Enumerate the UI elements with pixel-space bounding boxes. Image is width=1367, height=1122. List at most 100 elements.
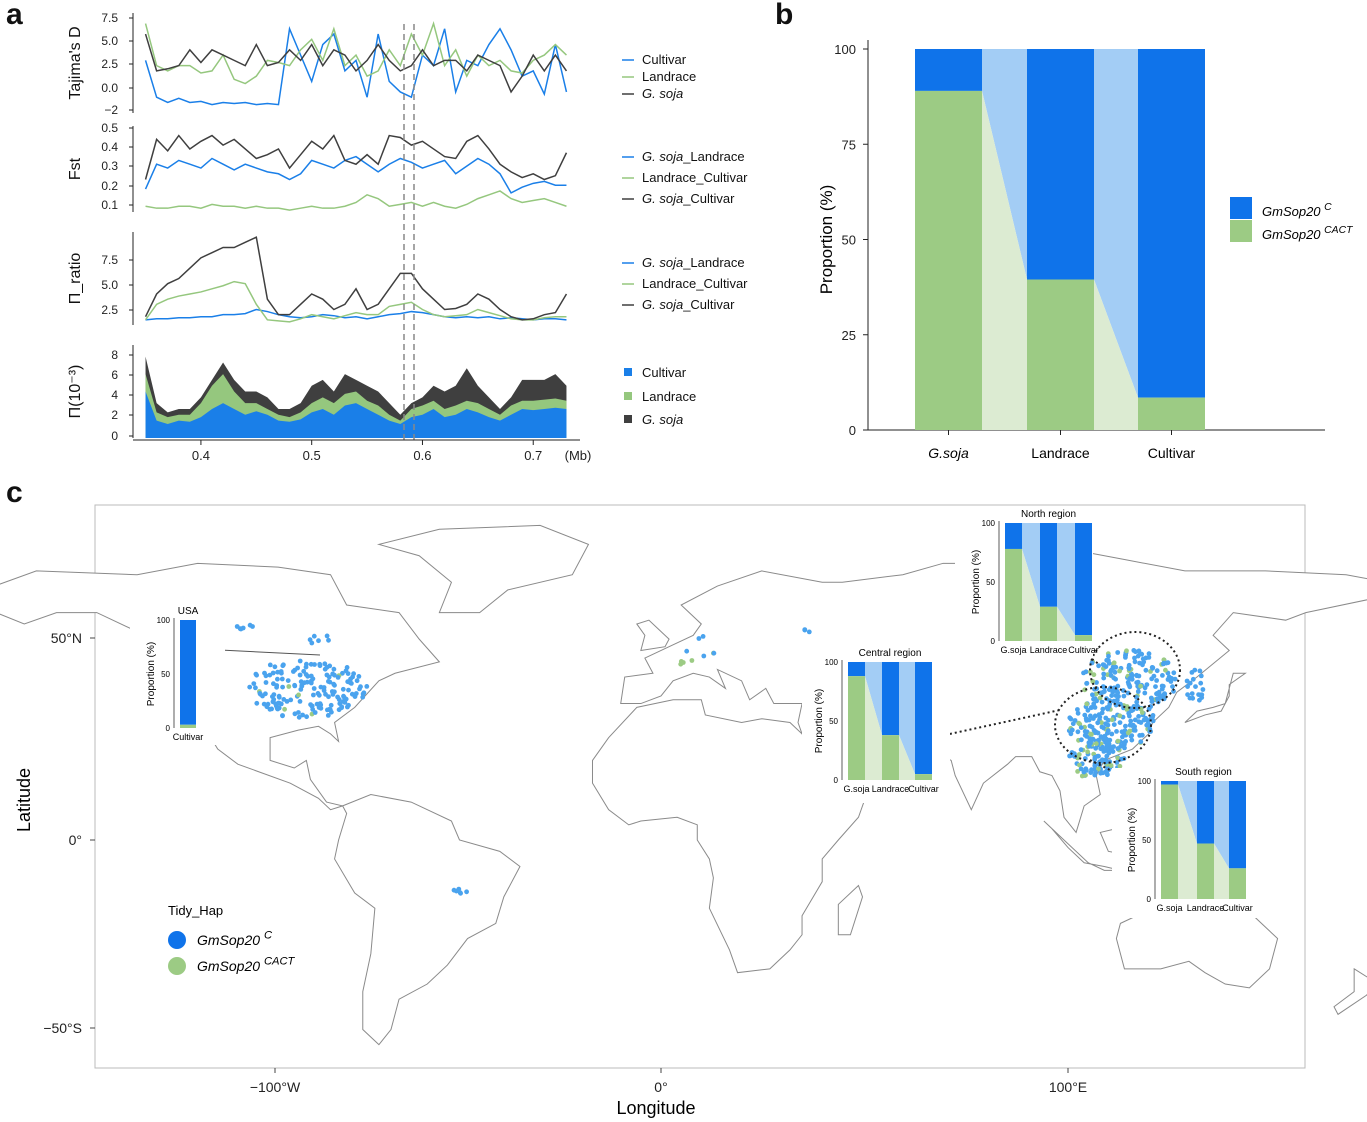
- legend-label: G. soja_Cultivar: [642, 297, 735, 312]
- x-tick-label: 100°E: [1049, 1079, 1087, 1095]
- sample-point-C: [285, 678, 291, 683]
- sample-point-CACT: [1089, 732, 1094, 737]
- sample-point-C: [1088, 713, 1093, 719]
- sample-point-C: [1078, 725, 1084, 730]
- sample-point-C: [1192, 667, 1198, 673]
- sample-point-C: [1111, 722, 1117, 727]
- inset-x-label: Landrace: [872, 784, 910, 794]
- sample-point-CACT: [689, 658, 695, 663]
- inset-y-label: Proportion (%): [1127, 808, 1138, 872]
- sample-point-C: [1114, 729, 1119, 734]
- sample-point-C: [275, 669, 280, 675]
- sample-point-C: [1170, 684, 1175, 689]
- sample-point-C: [322, 661, 328, 667]
- sample-point-C: [276, 694, 282, 700]
- y-tick-label: 5.0: [101, 34, 118, 48]
- sample-point-C: [308, 673, 314, 679]
- y-tick-label: 4: [111, 388, 118, 402]
- sample-point-C: [1196, 692, 1201, 697]
- inset-y-tick-label: 50: [986, 578, 995, 587]
- sample-point-C: [1129, 733, 1135, 738]
- inset-bar-C: [848, 662, 865, 677]
- sample-point-C: [1114, 760, 1120, 765]
- bar-CACT-cultivar: [1138, 397, 1205, 430]
- sample-point-C: [1126, 666, 1132, 671]
- y-tick-label: 0.3: [101, 159, 118, 173]
- sample-point-C: [464, 889, 469, 895]
- legend-swatch: [624, 392, 632, 400]
- inset-x-label: Cultivar: [1068, 645, 1099, 655]
- inset-connector-CACT: [1214, 843, 1229, 899]
- sample-point-C: [356, 674, 362, 679]
- sample-point-C: [1101, 662, 1107, 668]
- sample-point-C: [1084, 768, 1089, 773]
- sample-point-C: [1093, 745, 1099, 751]
- sample-point-C: [345, 704, 350, 710]
- sample-point-C: [1092, 705, 1098, 710]
- sample-point-C: [284, 699, 290, 704]
- sample-point-C: [1106, 703, 1112, 709]
- sample-point-C: [1136, 648, 1142, 654]
- sample-point-C: [324, 664, 330, 670]
- sample-point-C: [304, 714, 309, 720]
- sample-point-C: [1146, 651, 1152, 657]
- inset-bar-CACT: [1197, 843, 1214, 899]
- sample-point-C: [251, 681, 257, 686]
- x-tick-label: Landrace: [1031, 445, 1090, 461]
- sample-point-C: [1129, 737, 1135, 743]
- inset-y-tick-label: 50: [161, 670, 170, 679]
- sample-point-C: [316, 692, 322, 698]
- inset-bar-CACT: [1229, 868, 1246, 899]
- sample-point-CACT: [1125, 730, 1131, 736]
- sample-point-C: [1109, 693, 1115, 698]
- sample-point-CACT: [1108, 763, 1114, 768]
- sample-point-CACT: [1091, 672, 1097, 678]
- inset-bar-C: [1161, 781, 1178, 785]
- sample-point-C: [331, 666, 337, 672]
- sample-point-C: [258, 691, 263, 697]
- sample-point-C: [701, 653, 707, 659]
- sample-point-C: [1171, 688, 1176, 694]
- inset-bar-CACT: [882, 735, 899, 780]
- sample-point-C: [1095, 730, 1101, 736]
- sample-point-C: [1134, 673, 1140, 679]
- sample-point-C: [317, 701, 323, 706]
- connector-C: [982, 49, 1027, 280]
- inset-bar-C: [1075, 523, 1092, 636]
- sample-point-C: [330, 671, 336, 677]
- sample-point-C: [1146, 655, 1152, 660]
- sample-point-CACT: [1077, 762, 1082, 768]
- sample-point-C: [310, 707, 316, 712]
- sample-point-C: [364, 684, 370, 689]
- inset-y-tick-label: 0: [834, 776, 839, 785]
- y-tick-label: 2: [111, 408, 118, 422]
- sample-point-C: [711, 650, 717, 656]
- sample-point-C: [1189, 691, 1195, 696]
- sample-point-C: [1154, 678, 1159, 683]
- sample-point-C: [1169, 676, 1174, 681]
- bar-CACT-gsoja: [915, 90, 982, 430]
- sample-point-C: [341, 694, 347, 700]
- sample-point-CACT: [1090, 679, 1096, 684]
- sample-point-C: [1100, 706, 1106, 712]
- sample-point-C: [238, 626, 244, 632]
- sample-point-C: [307, 637, 313, 643]
- sample-point-C: [1115, 746, 1121, 751]
- y-tick-label: 75: [842, 137, 856, 152]
- sample-point-C: [263, 680, 269, 685]
- y-tick-label: 0°: [69, 832, 82, 848]
- sample-point-C: [1160, 673, 1165, 678]
- sample-point-C: [331, 681, 337, 687]
- sample-point-C: [1190, 695, 1196, 701]
- sample-point-C: [1092, 713, 1098, 719]
- sample-point-C: [271, 692, 277, 697]
- inset-bar-CACT: [915, 774, 932, 780]
- sample-point-CACT: [286, 684, 292, 689]
- landmass-south-america: [334, 794, 521, 1046]
- sample-point-C: [1109, 731, 1115, 737]
- legend-label: Landrace: [642, 69, 696, 84]
- sample-point-C: [1128, 718, 1134, 724]
- sample-point-C: [1132, 728, 1138, 733]
- sample-point-C: [1136, 714, 1141, 719]
- sample-point-C: [1075, 729, 1081, 735]
